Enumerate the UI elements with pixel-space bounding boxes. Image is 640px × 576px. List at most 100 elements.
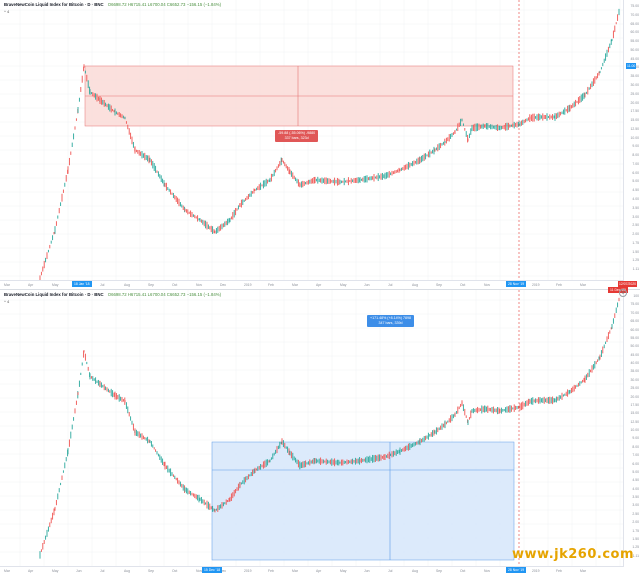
time-tick-label: Jul — [388, 569, 393, 573]
price-tick-label: 8.00 — [632, 153, 639, 158]
price-tick-label: 8.00 — [632, 444, 639, 449]
price-tick-label: 1.25 — [632, 258, 639, 263]
price-tick-label: 3.50 — [632, 205, 639, 210]
price-tick-label: 1.25 — [632, 545, 639, 550]
price-tick-label: 15.00 — [630, 118, 640, 123]
time-tick-label: Feb — [556, 283, 562, 287]
time-tick-label: Oct — [172, 569, 178, 573]
time-tick-label: Feb — [268, 283, 274, 287]
price-chart-top[interactable] — [0, 0, 624, 280]
time-tick-label: Dec — [220, 569, 227, 573]
time-tick-label: Mar — [580, 569, 586, 573]
price-tick-label: 1.50 — [632, 249, 639, 254]
price-tick-label: 45.00 — [630, 352, 640, 357]
price-tick-label: 2.50 — [632, 223, 639, 228]
price-tag-upper: 11.00 — [626, 63, 637, 69]
price-tick-label: 20.00 — [630, 100, 640, 105]
price-tick-label: 2.00 — [632, 520, 639, 525]
chart-panel-top[interactable]: BraveNewCoin Liquid Index for Bitcoin · … — [0, 0, 640, 289]
settings-icon[interactable]: ⚙ — [619, 289, 627, 297]
chart-header-bottom: BraveNewCoin Liquid Index for Bitcoin · … — [4, 292, 221, 297]
price-tick-label: 9.00 — [632, 436, 639, 441]
price-tick-label: 9.00 — [632, 144, 639, 149]
price-tick-label: 25.00 — [630, 91, 640, 96]
site-watermark: www.jk260.com — [512, 547, 634, 562]
price-tick-label: 4.50 — [632, 478, 639, 483]
time-tick-label: Jul — [388, 283, 393, 287]
time-tick-label: Jun — [364, 569, 370, 573]
price-tick-label: 10.00 — [630, 135, 640, 140]
time-tick-label: Dec — [220, 283, 227, 287]
price-tick-label: 60.00 — [630, 327, 640, 332]
price-chart-bottom[interactable] — [0, 290, 624, 566]
time-tick-label: Jun — [76, 569, 82, 573]
time-tick-label: 2019 — [244, 283, 252, 287]
price-tick-label: 6.00 — [632, 461, 639, 466]
price-axis-bottom[interactable]: 100 75.00 70.00 65.00 60.00 55.00 50.00 45.00 40… — [623, 290, 640, 566]
measure-info-box: -59.88 (-55.06%) -9880 337 bars, 323d — [275, 130, 319, 142]
time-tick-label: Apr — [28, 569, 34, 573]
time-tick-label: Sep — [436, 569, 443, 573]
time-tick-label: Feb — [556, 569, 562, 573]
time-cursor-tag: 12/07/2020 — [618, 281, 637, 287]
price-tick-label: 10.00 — [630, 428, 640, 432]
price-tick-label: 35.00 — [630, 74, 640, 79]
price-tick-label: 7.00 — [632, 453, 639, 458]
price-tick-label: 70.00 — [630, 310, 640, 315]
candles — [39, 297, 620, 559]
price-tick-label: 1.11 — [632, 267, 639, 272]
price-tick-label: 55.00 — [630, 39, 640, 44]
time-tick-label: Sep — [148, 569, 155, 573]
price-tick-label: 17.50 — [630, 109, 640, 114]
time-tick-label: Mar — [4, 569, 10, 573]
price-tick-label: 75.00 — [630, 4, 640, 8]
measure-change: +171.48% (+8.14%) 7898 — [370, 316, 411, 320]
price-tick-label: 50.00 — [630, 47, 640, 52]
price-tick-label: 65.00 — [630, 319, 640, 324]
time-tick-label: May — [52, 569, 59, 573]
time-axis-bottom[interactable]: Mar Apr May Jun Jul Aug Sep Oct Nov Dec 2019 Feb Mar… — [0, 566, 624, 576]
price-tick-label: 2.50 — [632, 511, 639, 516]
time-tick-label: Apr — [316, 283, 322, 287]
ohlc-values: O6698.72 H6715.41 L6700.04 C6652.73 −156… — [107, 2, 222, 7]
price-tick-label: 12.50 — [630, 126, 640, 131]
price-tick-label: 60.00 — [630, 30, 640, 35]
indicator-toggle[interactable]: ^ 4 — [4, 9, 10, 14]
time-tick-label: 2019 — [532, 569, 540, 573]
price-tick-label: 5.00 — [632, 179, 639, 184]
price-axis-top[interactable]: 75.0070.0065.0060.0055.0050.0045.0040.00… — [623, 0, 640, 280]
price-tick-label: 2.00 — [632, 232, 639, 237]
time-tick-label: Nov — [196, 283, 203, 287]
range-end-tag: 28 Nov '19 — [506, 567, 527, 573]
measure-bars: 337 bars, 323d — [284, 136, 309, 140]
time-axis-top[interactable]: Mar Apr May Jun Jul Aug Sep Oct Nov Dec 2019 Feb Mar… — [0, 280, 624, 290]
time-tick-label: Mar — [292, 283, 298, 287]
price-tick-label: 3.00 — [632, 214, 639, 219]
time-tick-label: May — [340, 569, 347, 573]
price-tick-label: 3.50 — [632, 495, 639, 499]
price-tick-label: 70.00 — [630, 12, 640, 17]
time-tick-label: Jun — [364, 283, 370, 287]
price-tick-label: 5.00 — [632, 469, 639, 474]
time-tick-label: Nov — [196, 569, 203, 573]
time-tick-label: Jul — [100, 283, 105, 287]
measure-change: -59.88 (-55.06%) -9880 — [278, 131, 316, 135]
price-tick-label: 7.00 — [632, 161, 639, 166]
price-tick-label: 45.00 — [630, 56, 640, 61]
indicator-toggle[interactable]: ^ 4 — [4, 299, 10, 304]
price-tick-label: 20.00 — [630, 394, 640, 399]
time-tick-label: Aug — [412, 283, 419, 287]
price-tick-label: 1.75 — [632, 528, 639, 533]
candles — [39, 8, 620, 280]
ohlc-values: O6698.72 H6715.41 L6700.04 C6652.73 −156… — [107, 292, 222, 297]
price-tick-label: 1.50 — [632, 536, 639, 541]
chart-panel-bottom[interactable]: BraveNewCoin Liquid Index for Bitcoin · … — [0, 287, 640, 576]
price-tick-label: 3.00 — [632, 503, 639, 508]
measure-bars: 347 bars, 339d — [378, 321, 403, 325]
measure-info-box: +171.48% (+8.14%) 7898 347 bars, 339d — [367, 315, 414, 327]
time-tick-label: 2019 — [244, 569, 252, 573]
time-cursor-tag: 11 Dec '20 — [608, 287, 628, 293]
time-tick-label: Nov — [484, 283, 491, 287]
time-tick-label: Oct — [460, 283, 466, 287]
time-tick-label: Aug — [124, 283, 131, 287]
